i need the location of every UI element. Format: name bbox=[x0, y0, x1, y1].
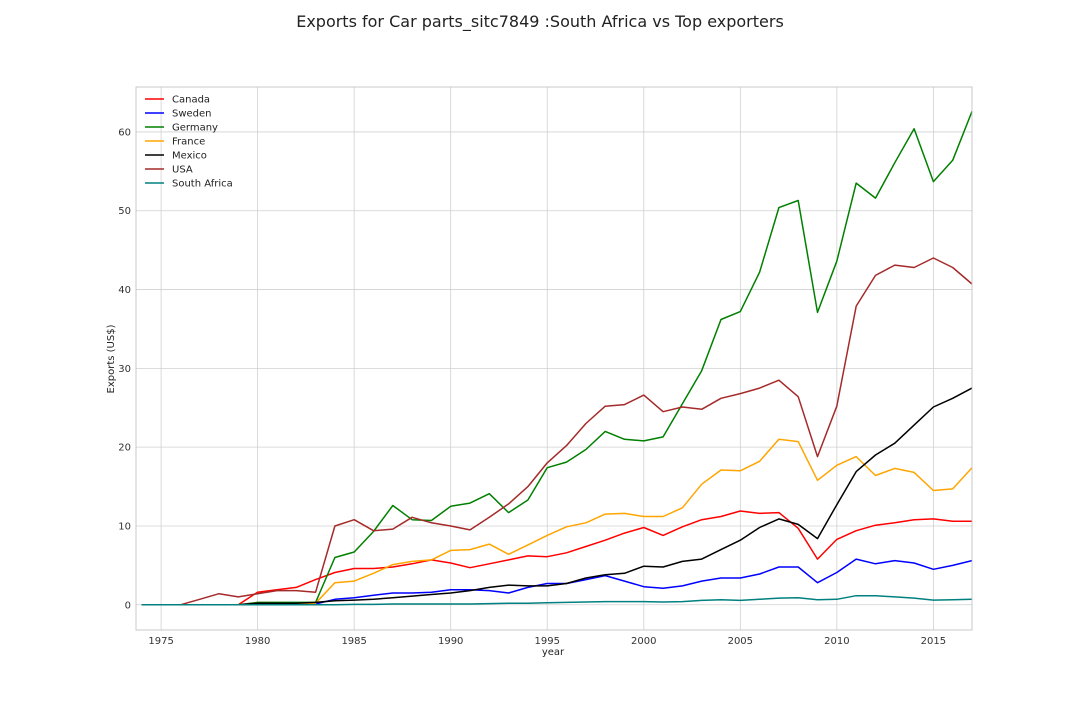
plot-background bbox=[136, 87, 972, 630]
x-tick-label: 1985 bbox=[341, 636, 366, 647]
legend-label: USA bbox=[172, 165, 193, 176]
y-tick-label: 50 bbox=[118, 206, 131, 217]
y-tick-label: 30 bbox=[118, 364, 131, 375]
series-line-usa bbox=[141, 257, 973, 606]
x-tick-label: 2015 bbox=[921, 636, 946, 647]
x-tick-label: 1990 bbox=[438, 636, 463, 647]
x-tick-label: 1980 bbox=[245, 636, 270, 647]
x-axis-label: year bbox=[542, 647, 565, 658]
plot-area bbox=[136, 87, 972, 630]
x-tick-label: 2010 bbox=[824, 636, 849, 647]
y-axis-label: Exports (US$) bbox=[106, 324, 117, 393]
x-tick-label: 1995 bbox=[535, 636, 560, 647]
series-line-mexico bbox=[141, 387, 973, 606]
legend-label: France bbox=[172, 137, 205, 148]
x-axis-ticks: 1975 1980 1985 1990 1995 2000 2005 2010 2015 bbox=[148, 636, 946, 647]
y-tick-label: 40 bbox=[118, 285, 131, 296]
plot-frame bbox=[135, 86, 973, 631]
plot-border bbox=[135, 86, 973, 631]
chart-title: Exports for Car parts_sitc7849 :South Af… bbox=[296, 12, 784, 32]
x-tick-label: 2005 bbox=[728, 636, 753, 647]
y-tick-label: 0 bbox=[125, 600, 131, 611]
x-tick-label: 2000 bbox=[631, 636, 656, 647]
legend-label: Sweden bbox=[172, 109, 212, 120]
y-tick-label: 60 bbox=[118, 127, 131, 138]
y-axis-ticks: 0 10 20 30 40 50 60 bbox=[118, 127, 131, 611]
series-line-sweden bbox=[141, 558, 973, 606]
x-tick-label: 1975 bbox=[148, 636, 173, 647]
series-line-south-africa bbox=[141, 594, 973, 606]
y-tick-label: 20 bbox=[118, 443, 131, 454]
legend-label: Germany bbox=[172, 123, 218, 134]
legend: Canada Sweden Germany France Mexico USA South … bbox=[145, 95, 233, 190]
series-line-canada bbox=[141, 510, 972, 606]
legend-label: Mexico bbox=[172, 151, 207, 162]
legend-label: Canada bbox=[172, 95, 210, 106]
series-lines bbox=[141, 111, 973, 606]
legend-label: South Africa bbox=[172, 179, 233, 190]
y-tick-label: 10 bbox=[118, 521, 131, 532]
series-line-germany bbox=[141, 111, 973, 606]
gridlines bbox=[136, 87, 972, 630]
